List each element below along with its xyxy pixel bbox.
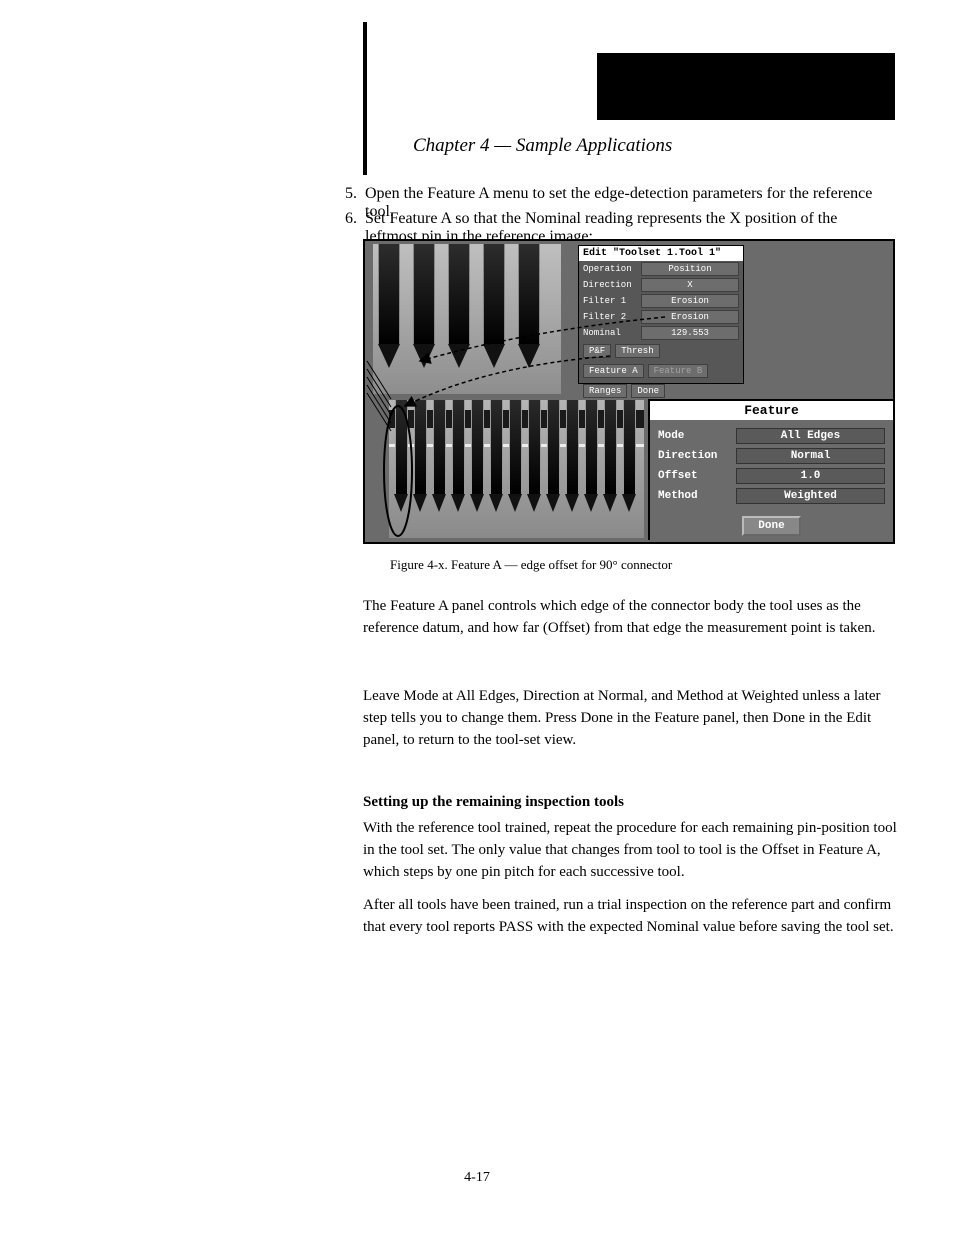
section-label: Chapter 4 — Sample Applications [413,135,672,157]
figure-caption: Figure 4-x. Feature A — edge offset for … [390,557,672,573]
vertical-divider [363,22,367,175]
edit-panel-title: Edit "Toolset 1.Tool 1" [579,246,743,261]
body-paragraph: Leave Mode at All Edges, Direction at No… [363,686,898,751]
feature-row-label: Method [658,490,736,502]
feature-row-label: Offset [658,470,736,482]
thresh-button[interactable]: Thresh [615,344,659,358]
feature-row-value[interactable]: Weighted [736,488,885,504]
figure-container: Edit "Toolset 1.Tool 1" OperationPositio… [363,239,895,544]
ranges-button[interactable]: Ranges [583,384,627,398]
feature-row-label: Direction [658,450,736,462]
body-paragraph: With the reference tool trained, repeat … [363,818,898,883]
edit-row-value[interactable]: 129.553 [641,326,739,340]
done-button[interactable]: Done [631,384,665,398]
edit-row-value[interactable]: Erosion [641,294,739,308]
edit-row-value[interactable]: Erosion [641,310,739,324]
feature-panel: Feature ModeAll Edges DirectionNormal Of… [648,399,893,540]
subsection-heading: Setting up the remaining inspection tool… [363,794,624,811]
edit-row-label: Filter 1 [583,296,641,306]
pf-button[interactable]: P&F [583,344,611,358]
feature-a-button[interactable]: Feature A [583,364,644,378]
feature-b-button: Feature B [648,364,709,378]
edit-row-label: Direction [583,280,641,290]
feature-row-label: Mode [658,430,736,442]
body-paragraph: The Feature A panel controls which edge … [363,596,898,640]
feature-row-value[interactable]: 1.0 [736,468,885,484]
edit-row-label: Nominal [583,328,641,338]
edit-row-label: Operation [583,264,641,274]
feature-row-value[interactable]: Normal [736,448,885,464]
body-paragraph: After all tools have been trained, run a… [363,895,898,939]
edit-row-value[interactable]: X [641,278,739,292]
feature-row-value[interactable]: All Edges [736,428,885,444]
chapter-badge [597,53,895,120]
preview-top [373,244,561,394]
step-number: 6. [335,210,365,228]
page-number: 4-17 [0,1170,954,1186]
feature-panel-title: Feature [650,401,893,420]
step-number: 5. [335,185,365,203]
edit-row-label: Filter 2 [583,312,641,322]
edit-panel: Edit "Toolset 1.Tool 1" OperationPositio… [578,245,744,384]
feature-done-button[interactable]: Done [742,516,800,536]
preview-bottom [389,400,644,538]
edit-row-value[interactable]: Position [641,262,739,276]
